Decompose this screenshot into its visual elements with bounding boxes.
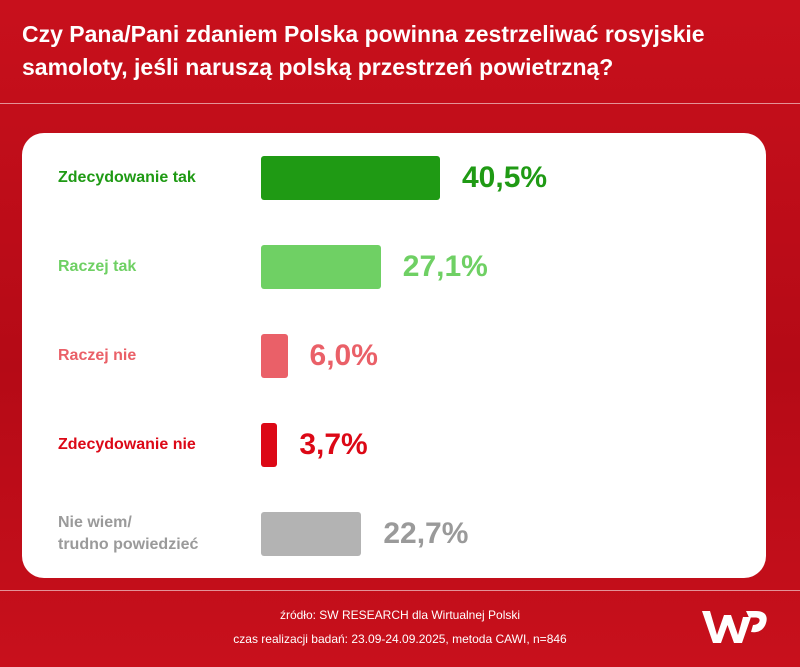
category-label: Zdecydowanie tak	[58, 169, 196, 186]
category-label: Raczej nie	[58, 347, 137, 364]
value-label: 3,7%	[299, 428, 368, 461]
bar	[261, 512, 362, 556]
footnote: czas realizacji badań: 23.09-24.09.2025,…	[233, 632, 567, 646]
bar	[261, 245, 381, 289]
bar	[261, 423, 278, 467]
category-label: Zdecydowanie nie	[58, 436, 196, 453]
chart-title: Czy Pana/Pani zdaniem Polska powinna zes…	[22, 21, 705, 80]
panel	[22, 133, 766, 578]
value-label: 40,5%	[462, 161, 548, 194]
value-label: 22,7%	[383, 517, 469, 550]
bar	[261, 334, 288, 378]
value-label: 6,0%	[309, 339, 378, 372]
bar	[261, 156, 440, 200]
logo	[702, 611, 767, 643]
divider	[0, 590, 800, 591]
divider	[0, 103, 800, 104]
value-label: 27,1%	[402, 250, 488, 283]
category-label: Nie wiem/ trudno powiedzieć	[58, 514, 199, 553]
category-label: Raczej tak	[58, 258, 137, 275]
source: źródło: SW RESEARCH dla Wirtualnej Polsk…	[279, 608, 521, 622]
